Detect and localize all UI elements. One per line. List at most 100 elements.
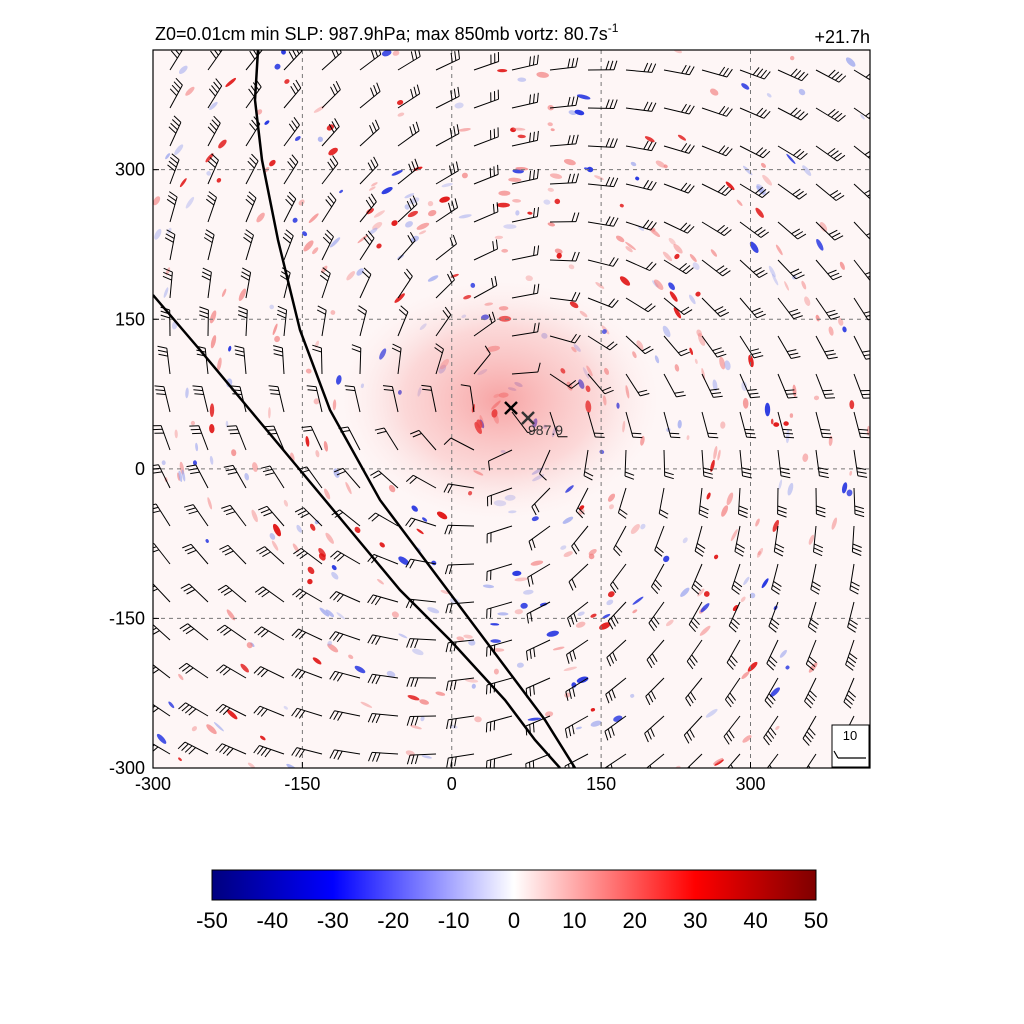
wind-barb	[777, 68, 809, 82]
vorticity-cell	[320, 265, 328, 274]
wind-barb	[587, 373, 614, 395]
vorticity-cell	[394, 293, 405, 303]
vorticity-cell	[677, 134, 687, 141]
vorticity-cell	[644, 136, 655, 143]
forecast-time-label: +21.7h	[814, 27, 870, 47]
wind-barb	[473, 276, 498, 299]
wind-barb	[698, 487, 709, 519]
wind-barb	[587, 176, 619, 188]
vorticity-cell	[336, 612, 346, 620]
vorticity-cell	[296, 524, 302, 533]
wind-barb	[199, 306, 209, 337]
vorticity-cell	[568, 264, 575, 270]
wind-barb	[815, 107, 846, 122]
y-tick-label: -150	[109, 608, 145, 628]
wind-barb	[168, 115, 182, 147]
wind-barb	[283, 50, 303, 71]
wind-barb	[625, 219, 657, 231]
vorticity-cell	[174, 429, 178, 439]
vorticity-cell	[688, 294, 696, 305]
wind-barb	[207, 153, 219, 185]
vorticity-cell	[575, 621, 586, 628]
wind-barb	[527, 563, 551, 587]
wind-barb	[567, 601, 589, 628]
vorticity-cell	[725, 181, 735, 191]
wind-barb	[370, 470, 399, 489]
wind-barb	[321, 50, 342, 71]
wind-barb	[406, 715, 437, 726]
vorticity-cell	[420, 715, 425, 722]
wind-barb	[201, 267, 212, 299]
wind-barb	[397, 84, 421, 109]
wind-barb	[511, 130, 539, 147]
vorticity-cell	[490, 639, 502, 643]
wind-barb	[625, 62, 657, 73]
wind-barb	[807, 601, 819, 633]
vorticity-cell	[761, 578, 769, 589]
vorticity-cell	[440, 590, 450, 595]
vorticity-cell	[405, 221, 413, 228]
vorticity-cell	[828, 326, 834, 336]
wind-barb	[511, 168, 539, 185]
wind-barb	[445, 677, 475, 691]
vorticity-cell	[845, 57, 856, 67]
wind-barb	[444, 563, 475, 575]
vorticity-cell	[195, 442, 199, 452]
vorticity-cell	[554, 198, 561, 205]
vorticity-cell	[586, 166, 594, 173]
vorticity-cell	[325, 609, 335, 618]
wind-barb	[253, 666, 285, 679]
wind-barb	[291, 668, 323, 680]
vorticity-cell	[668, 282, 675, 291]
wind-barb	[853, 107, 870, 120]
wind-barb	[367, 673, 399, 685]
wind-barb	[663, 297, 693, 316]
wind-barb	[511, 54, 539, 71]
wind-barb	[511, 362, 541, 375]
vorticity-cell	[225, 77, 237, 88]
wind-barb	[815, 259, 842, 281]
wind-barb	[739, 183, 770, 199]
wind-barb	[316, 305, 327, 337]
wind-barb	[162, 267, 173, 299]
wind-barb	[329, 631, 361, 643]
y-tick-label: 300	[115, 160, 145, 180]
vorticity-cell	[574, 109, 585, 116]
vorticity-cell	[318, 547, 326, 558]
wind-barb	[845, 639, 858, 671]
vorticity-cell	[640, 523, 646, 530]
wind-barb	[446, 715, 475, 730]
vorticity-cell	[748, 354, 754, 368]
wind-barb	[435, 270, 455, 299]
vorticity-cell	[831, 517, 838, 530]
vorticity-cell	[396, 100, 404, 105]
vorticity-cell	[168, 701, 175, 709]
wind-barb	[154, 385, 171, 413]
vorticity-cell	[454, 102, 464, 109]
wind-barb	[701, 373, 723, 398]
vorticity-cell	[556, 252, 562, 259]
wind-barb	[815, 487, 826, 518]
vorticity-cell	[514, 577, 528, 582]
vorticity-cell	[354, 526, 361, 534]
vorticity-cell	[421, 755, 432, 759]
vorticity-cell	[680, 587, 690, 597]
x-tick-label: 0	[447, 774, 457, 794]
wind-barb	[410, 429, 437, 451]
wind-barb	[739, 107, 771, 119]
vorticity-cell	[517, 77, 527, 82]
wind-barb	[648, 601, 665, 632]
wind-barb	[291, 628, 323, 641]
wind-barb	[763, 715, 779, 746]
wind-barb	[815, 221, 844, 241]
vorticity-cell	[284, 79, 290, 84]
vorticity-cell	[741, 671, 750, 680]
vorticity-cell	[804, 296, 811, 306]
vorticity-cell	[775, 244, 783, 256]
colorbar-tick-label: 30	[683, 908, 707, 933]
vorticity-cell	[783, 421, 789, 426]
vorticity-cell	[206, 171, 212, 176]
vorticity-cell	[560, 545, 567, 550]
wind-barb	[473, 51, 500, 71]
vorticity-cell	[547, 222, 556, 227]
